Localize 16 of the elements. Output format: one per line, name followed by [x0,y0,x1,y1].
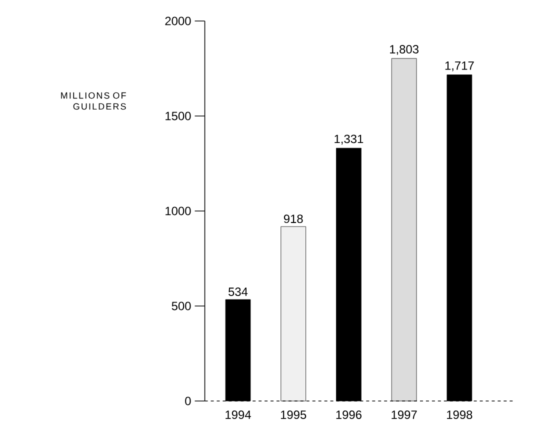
x-tick-label: 1998 [447,410,472,419]
y-tick-label: 500 [172,302,191,310]
y-tick-label: 0 [185,396,191,406]
y-tick-label: 1000 [166,206,191,216]
x-tick-label: 1996 [336,410,362,419]
data-label: 534 [228,288,248,296]
data-label: 918 [284,214,303,224]
x-tick-label: 1994 [226,410,251,419]
data-label: 1,717 [445,62,474,72]
y-axis-title: MILLIONS OF GUILDERS [61,92,126,110]
x-tick-label: 1995 [280,410,306,419]
x-tick-label: 1997 [392,410,417,419]
y-tick-label: 2000 [165,16,191,26]
data-label: 1,803 [390,45,419,55]
y-tick-label: 1500 [166,112,191,120]
data-label: 1,331 [334,134,364,145]
